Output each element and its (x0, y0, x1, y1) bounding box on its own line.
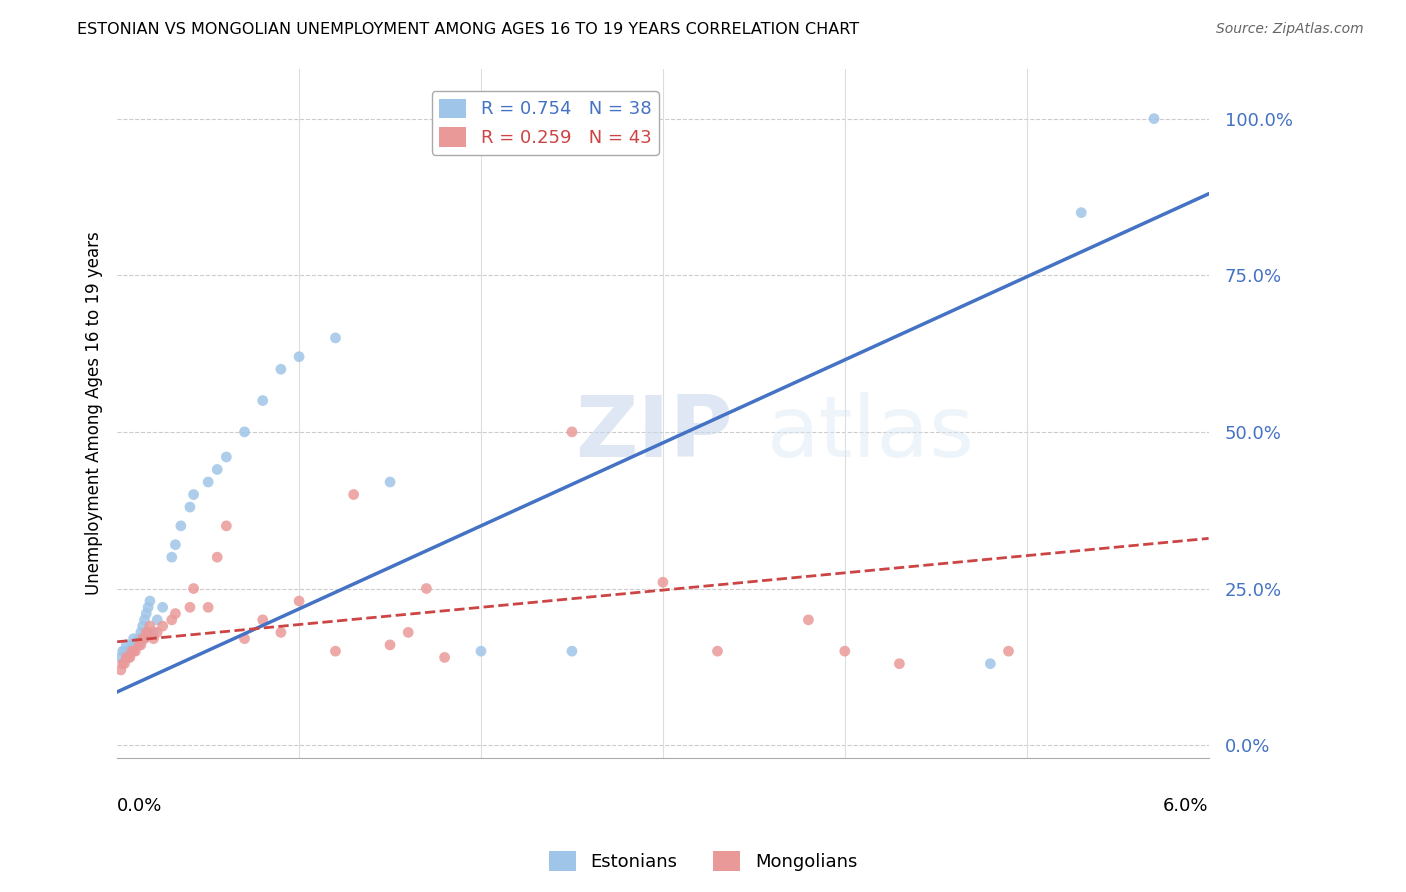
Point (252, 613, 274, 627)
Text: 6.0%: 6.0% (1163, 797, 1209, 814)
Point (183, 487, 205, 501)
Point (197, 475, 219, 489)
Point (115, 650, 138, 665)
Point (325, 644, 347, 658)
Point (233, 425, 256, 439)
Point (378, 475, 401, 489)
Point (135, 607, 157, 621)
Point (152, 600, 174, 615)
Point (131, 632, 153, 646)
Point (146, 625, 169, 640)
Point (129, 625, 152, 640)
Point (797, 613, 820, 627)
Point (207, 462, 229, 476)
Point (270, 625, 292, 640)
Point (834, 644, 856, 658)
Point (124, 638, 146, 652)
Point (111, 644, 134, 658)
Point (197, 600, 219, 615)
Point (215, 450, 238, 464)
Point (131, 619, 153, 633)
Point (115, 638, 138, 652)
Point (117, 644, 139, 658)
Point (118, 650, 141, 665)
Point (270, 362, 292, 376)
Point (134, 613, 156, 627)
Point (170, 519, 193, 533)
Point (146, 613, 169, 627)
Point (110, 663, 132, 677)
Point (122, 644, 145, 658)
Point (111, 657, 134, 671)
Point (396, 625, 419, 640)
Point (997, 644, 1019, 658)
Point (1143, 112, 1166, 126)
Text: ESTONIAN VS MONGOLIAN UNEMPLOYMENT AMONG AGES 16 TO 19 YEARS CORRELATION CHART: ESTONIAN VS MONGOLIAN UNEMPLOYMENT AMONG… (77, 22, 859, 37)
Point (139, 594, 162, 608)
Point (121, 638, 143, 652)
Point (183, 582, 205, 596)
Point (118, 644, 141, 658)
Point (139, 619, 162, 633)
Point (160, 613, 183, 627)
Point (114, 657, 136, 671)
Text: 0.0%: 0.0% (117, 797, 163, 814)
Point (561, 644, 583, 658)
Legend: Estonians, Mongolians: Estonians, Mongolians (541, 844, 865, 879)
Text: Source: ZipAtlas.com: Source: ZipAtlas.com (1216, 22, 1364, 37)
Point (128, 638, 150, 652)
Point (325, 331, 347, 345)
Point (561, 425, 583, 439)
Point (215, 519, 238, 533)
Point (288, 594, 311, 608)
Point (136, 625, 159, 640)
Text: ZIP: ZIP (575, 392, 734, 475)
Point (134, 632, 156, 646)
Point (207, 550, 229, 565)
Legend: R = 0.754   N = 38, R = 0.259   N = 43: R = 0.754 N = 38, R = 0.259 N = 43 (432, 91, 658, 154)
Point (135, 625, 157, 640)
Point (122, 632, 145, 646)
Point (889, 657, 911, 671)
Point (433, 650, 456, 665)
Point (142, 632, 165, 646)
Text: atlas: atlas (766, 392, 974, 475)
Point (252, 393, 274, 408)
Point (165, 607, 187, 621)
Point (117, 650, 139, 665)
Point (142, 625, 165, 640)
Point (160, 550, 183, 565)
Point (128, 632, 150, 646)
Point (470, 644, 492, 658)
Point (179, 600, 201, 615)
Point (415, 582, 437, 596)
Point (124, 644, 146, 658)
Point (179, 500, 201, 514)
Point (121, 644, 143, 658)
Point (288, 350, 311, 364)
Point (165, 538, 187, 552)
Point (152, 619, 174, 633)
Point (136, 600, 159, 615)
Point (114, 644, 136, 658)
Y-axis label: Unemployment Among Ages 16 to 19 years: Unemployment Among Ages 16 to 19 years (86, 231, 103, 595)
Point (129, 638, 152, 652)
Point (110, 650, 132, 665)
Point (979, 657, 1001, 671)
Point (378, 638, 401, 652)
Point (343, 487, 366, 501)
Point (706, 644, 728, 658)
Point (651, 575, 673, 590)
Point (1070, 205, 1092, 219)
Point (233, 632, 256, 646)
